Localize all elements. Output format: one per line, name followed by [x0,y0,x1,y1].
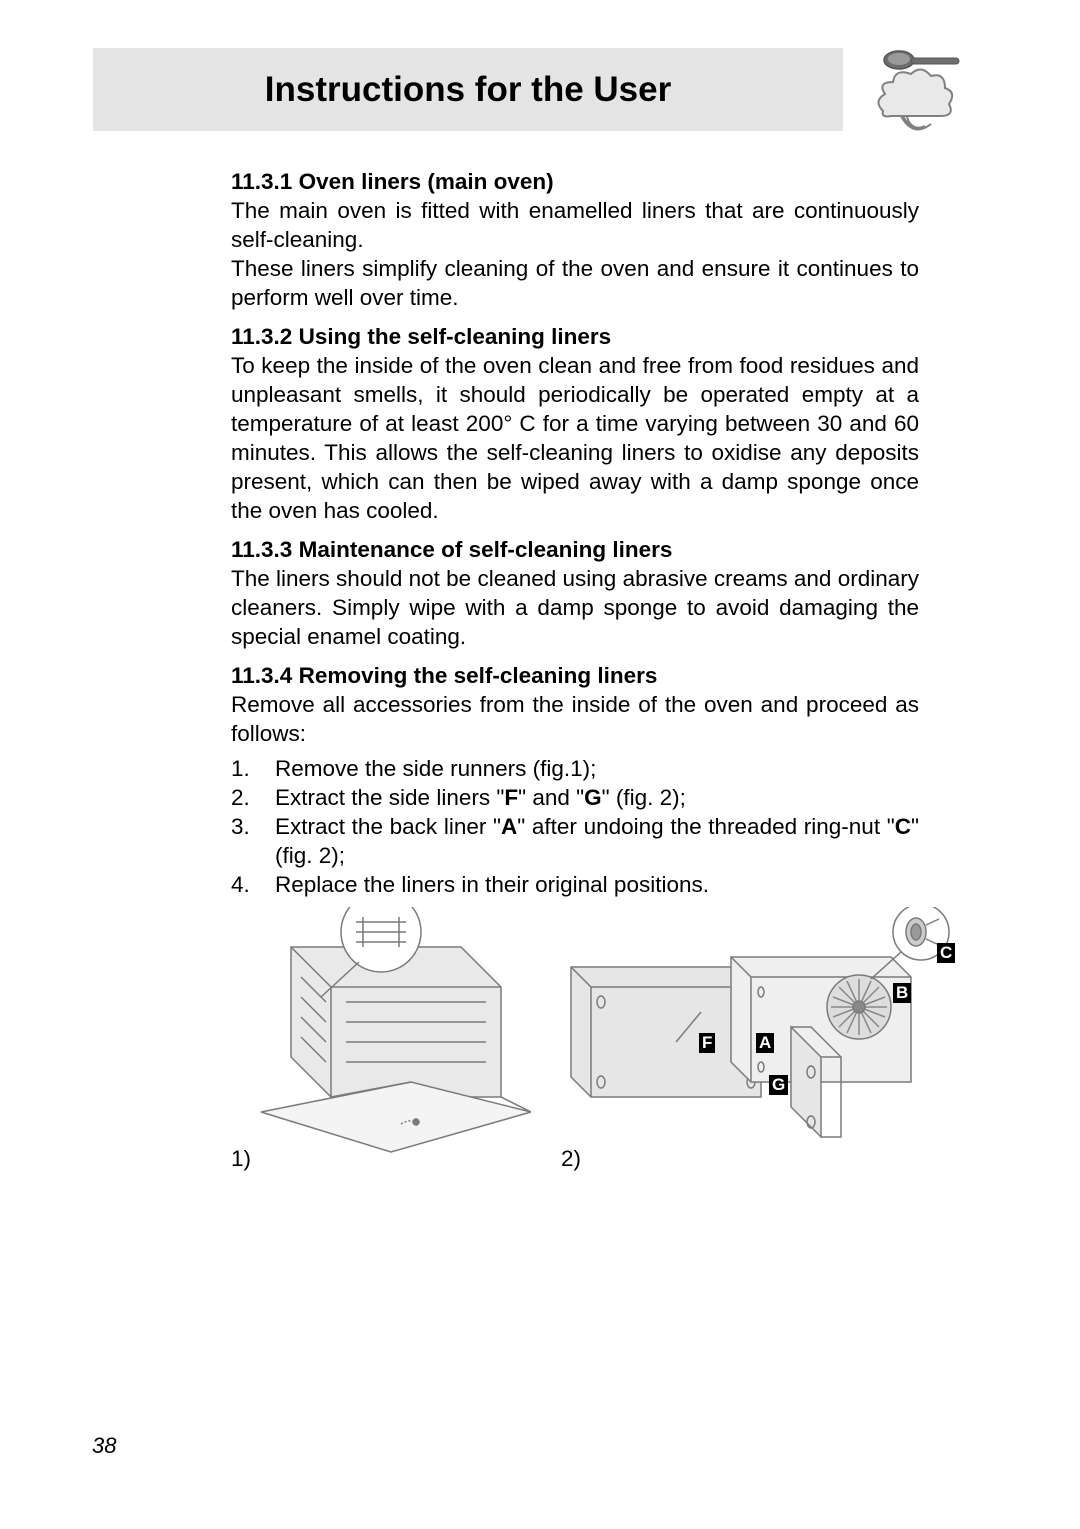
diagram-label-g: G [769,1075,788,1095]
figure-1-caption: 1) [231,1144,251,1173]
list-text: Extract the back liner "A" after undoing… [275,812,919,870]
list-item: 2. Extract the side liners "F" and "G" (… [231,783,919,812]
section-number: 11.3.2 [231,324,292,349]
figures-row: F A B C G 1) 2) [231,907,919,1177]
paragraph: Remove all accessories from the inside o… [231,690,919,748]
ordered-list: 1. Remove the side runners (fig.1); 2. E… [231,754,919,899]
list-number: 2. [231,783,275,812]
diagram-label-c: C [937,943,955,963]
content-body: 11.3.1 Oven liners (main oven) The main … [231,167,919,1177]
list-item: 1. Remove the side runners (fig.1); [231,754,919,783]
section-number: 11.3.1 [231,169,292,194]
spoon-whisk-icon [863,46,963,136]
page-number: 38 [92,1433,116,1459]
diagram-label-a: A [756,1033,774,1053]
paragraph: The main oven is fitted with enamelled l… [231,196,919,254]
diagram-label-f: F [699,1033,715,1053]
section-title: Using the self-cleaning liners [299,324,612,349]
section-title: Oven liners (main oven) [299,169,554,194]
section-number: 11.3.4 [231,663,292,688]
list-text: Replace the liners in their original pos… [275,870,919,899]
list-item: 3. Extract the back liner "A" after undo… [231,812,919,870]
section-heading: 11.3.4 Removing the self-cleaning liners [231,661,919,690]
figure-2: F A B C G [561,907,931,1164]
figure-1 [231,907,561,1164]
paragraph: To keep the inside of the oven clean and… [231,351,919,525]
page-title: Instructions for the User [265,70,671,110]
section-title: Removing the self-cleaning liners [299,663,658,688]
page: Instructions for the User 11.3.1 Oven li… [93,48,987,1177]
section-number: 11.3.3 [231,537,292,562]
header-bar: Instructions for the User [93,48,843,131]
section-heading: 11.3.3 Maintenance of self-cleaning line… [231,535,919,564]
paragraph: These liners simplify cleaning of the ov… [231,254,919,312]
list-number: 4. [231,870,275,899]
section-title: Maintenance of self-cleaning liners [299,537,673,562]
list-number: 3. [231,812,275,870]
list-text: Remove the side runners (fig.1); [275,754,919,783]
section-heading: 11.3.1 Oven liners (main oven) [231,167,919,196]
figure-2-caption: 2) [561,1144,581,1173]
list-item: 4. Replace the liners in their original … [231,870,919,899]
list-text: Extract the side liners "F" and "G" (fig… [275,783,919,812]
diagram-label-b: B [893,983,911,1003]
list-number: 1. [231,754,275,783]
paragraph: The liners should not be cleaned using a… [231,564,919,651]
section-heading: 11.3.2 Using the self-cleaning liners [231,322,919,351]
